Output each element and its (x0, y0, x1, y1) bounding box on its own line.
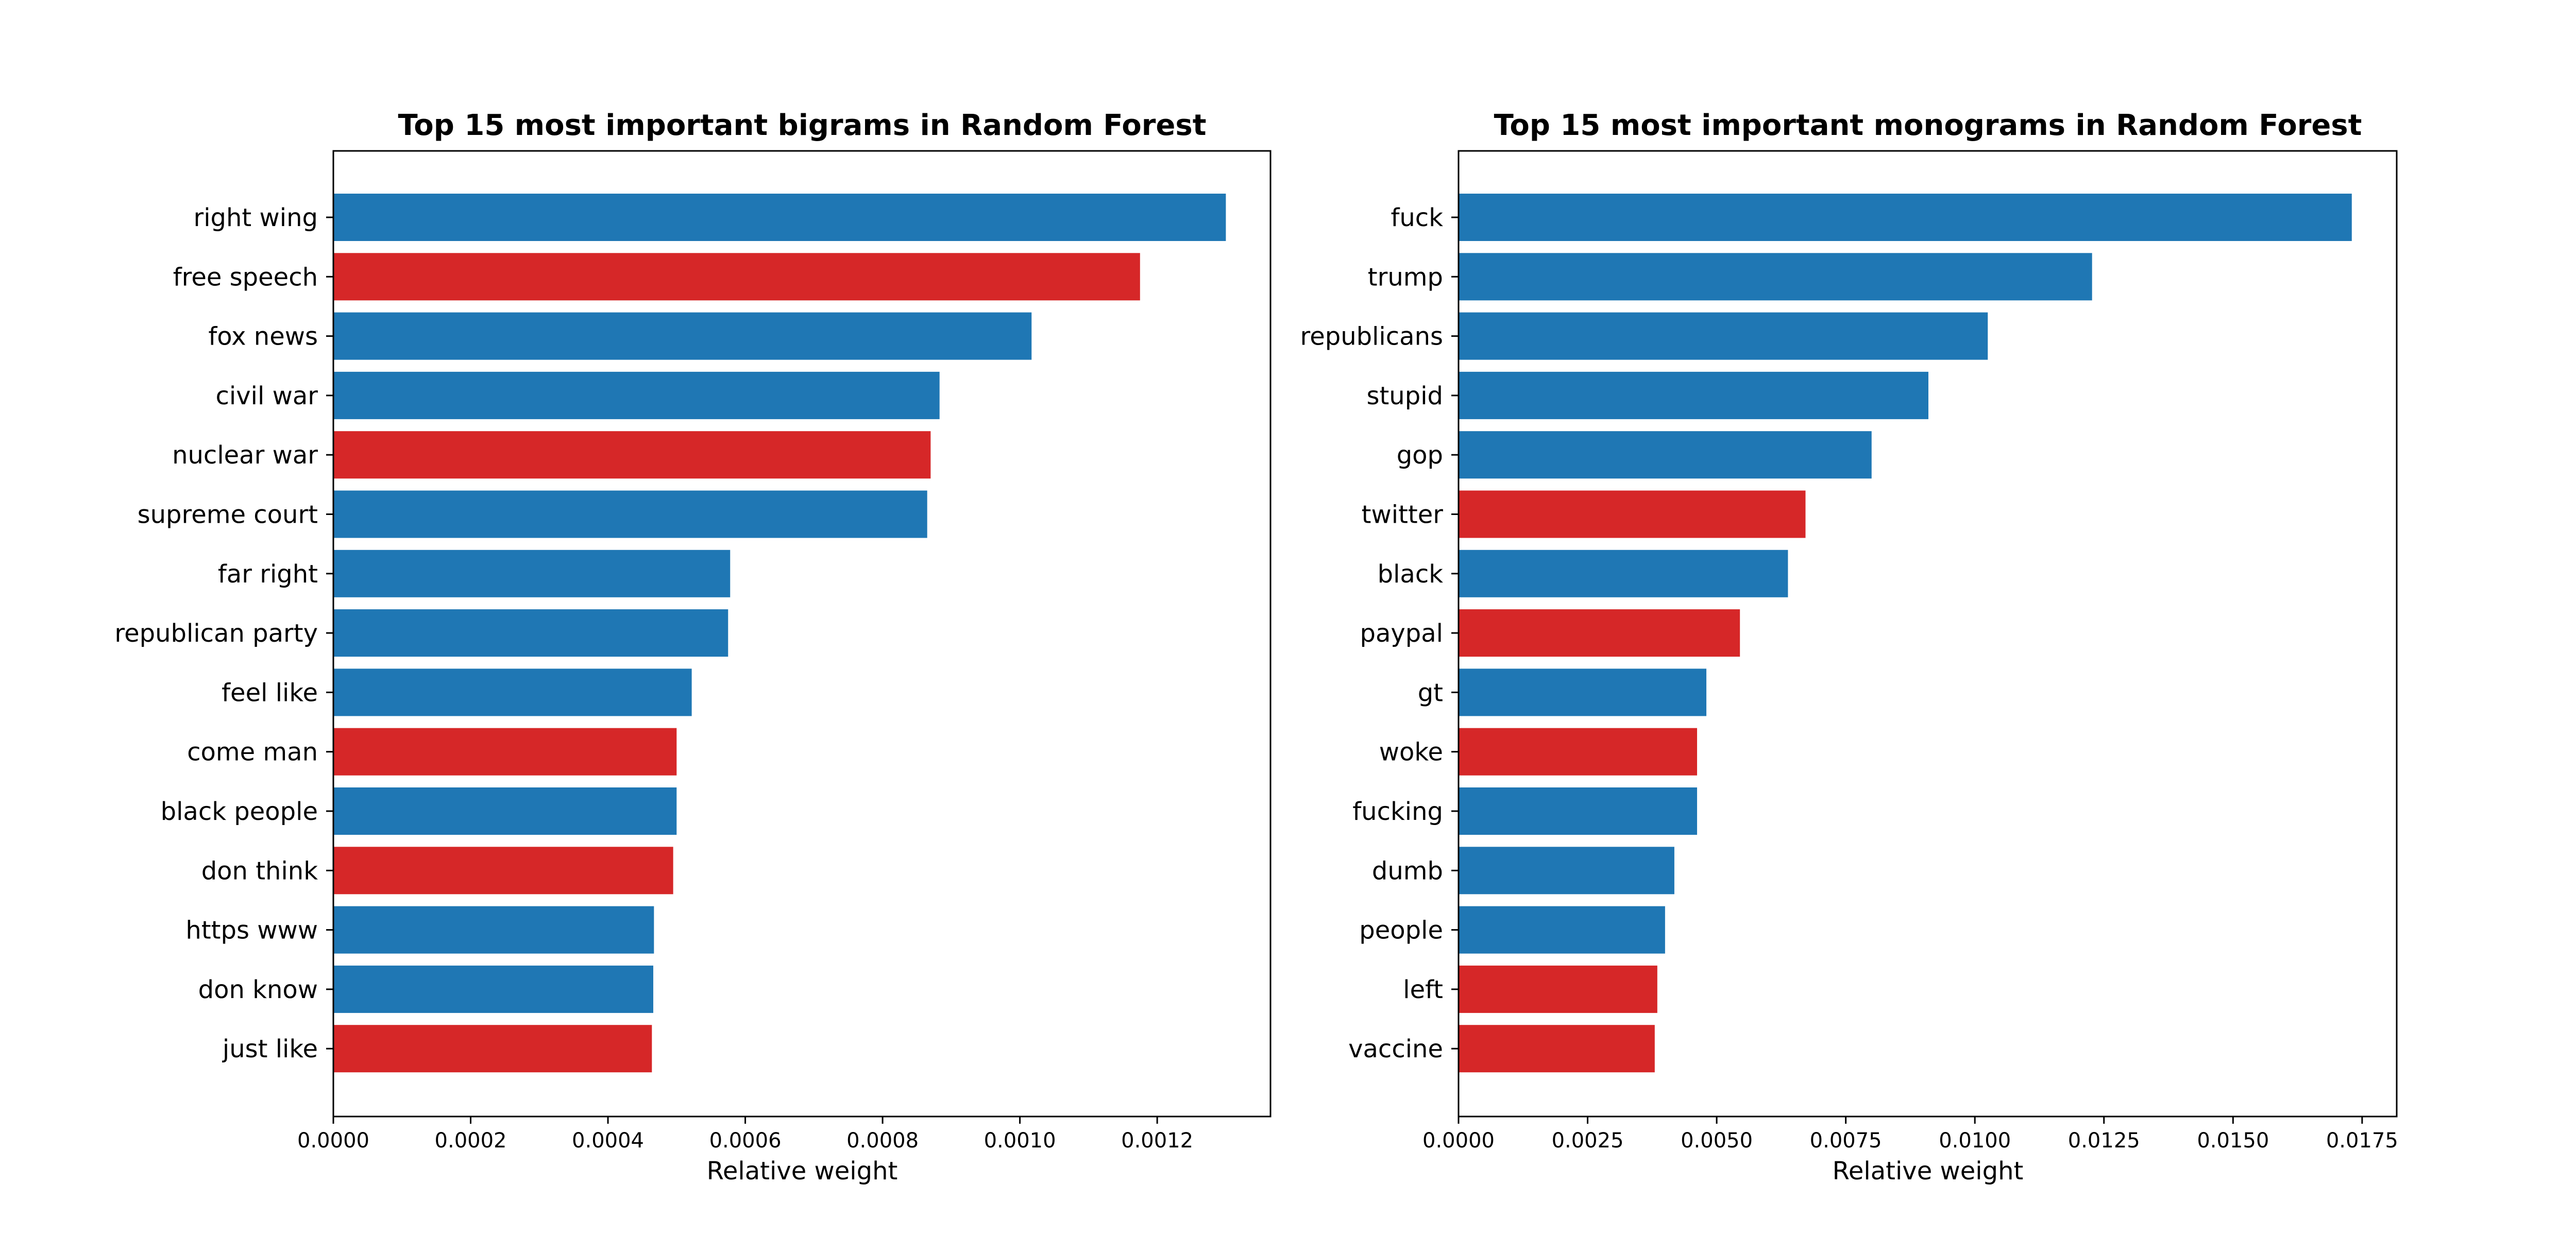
plot-frame (1458, 150, 2398, 1118)
bars-group (333, 194, 1226, 1073)
x-tick-label: 0.0002 (435, 1129, 507, 1153)
x-tick-label: 0.0125 (2068, 1129, 2140, 1153)
category-label: fox news (208, 322, 318, 351)
bar (333, 787, 677, 835)
bar (1459, 431, 1872, 479)
bar (1459, 609, 1740, 657)
bar (1459, 312, 1988, 360)
category-label: come man (187, 738, 318, 767)
x-tick-label: 0.0025 (1552, 1129, 1624, 1153)
bar (1459, 371, 1929, 419)
category-label: right wing (193, 203, 318, 232)
x-tick-label: 0.0010 (984, 1129, 1056, 1153)
bar (1459, 550, 1788, 597)
bar (1459, 787, 1698, 835)
monograms-chart: Top 15 most important monograms in Rando… (1300, 109, 2398, 1186)
bar (333, 371, 940, 419)
chart-title: Top 15 most important monograms in Rando… (1494, 109, 2362, 142)
category-label: woke (1379, 738, 1443, 767)
category-label: civil war (216, 382, 318, 410)
category-label: gt (1418, 678, 1443, 707)
category-label: nuclear war (172, 441, 318, 470)
category-label: feel like (222, 678, 318, 707)
category-label: twitter (1362, 501, 1444, 529)
x-tick-label: 0.0000 (297, 1129, 369, 1153)
bar (333, 490, 927, 538)
chart-title: Top 15 most important bigrams in Random … (398, 109, 1207, 142)
plot-frame (332, 150, 1272, 1118)
bars-group (1459, 194, 2352, 1073)
x-axis-label: Relative weight (1833, 1157, 2024, 1186)
bar (333, 609, 728, 657)
x-tick-label: 0.0175 (2326, 1129, 2398, 1153)
category-label: don think (201, 856, 318, 885)
bar (333, 1025, 652, 1073)
x-tick-label: 0.0100 (1939, 1129, 2011, 1153)
bar (1459, 668, 1707, 716)
bar (333, 668, 692, 716)
bar (1459, 1025, 1655, 1073)
category-label: gop (1397, 441, 1443, 470)
x-tick-label: 0.0150 (2197, 1129, 2269, 1153)
x-tick-label: 0.0075 (1810, 1129, 1882, 1153)
category-label: republicans (1300, 322, 1443, 351)
bar (333, 431, 931, 479)
x-tick-label: 0.0004 (572, 1129, 644, 1153)
category-label: dumb (1372, 856, 1443, 885)
bar (333, 194, 1226, 241)
bar (1459, 253, 2092, 301)
category-label: vaccine (1348, 1035, 1443, 1063)
bar (333, 550, 731, 597)
x-tick-label: 0.0050 (1681, 1129, 1753, 1153)
category-label: supreme court (138, 501, 318, 529)
bar (1459, 906, 1665, 954)
bar (333, 906, 654, 954)
category-label: just like (222, 1035, 318, 1063)
category-labels: right wing free speech fox news civil war nu… (114, 203, 333, 1063)
x-ticks: 0.0000 0.0002 0.0004 0.0006 0.0008 0.0010 0.00… (297, 1117, 1193, 1153)
bar (333, 965, 653, 1013)
bar (1459, 194, 2352, 241)
category-label: black (1378, 560, 1444, 589)
bar (333, 847, 673, 895)
category-label: free speech (173, 263, 318, 291)
category-label: paypal (1360, 619, 1443, 648)
category-label: stupid (1366, 382, 1443, 410)
category-label: people (1359, 916, 1443, 945)
category-label: trump (1368, 263, 1443, 291)
category-label: fuck (1391, 203, 1443, 232)
category-label: fucking (1352, 797, 1443, 826)
x-tick-label: 0.0006 (709, 1129, 782, 1153)
x-axis-label: Relative weight (707, 1157, 898, 1186)
bigrams-chart: Top 15 most important bigrams in Random … (114, 109, 1272, 1186)
category-label: https www (185, 916, 318, 945)
x-tick-label: 0.0012 (1121, 1129, 1193, 1153)
category-label: black people (161, 797, 318, 826)
category-label: far right (218, 560, 318, 589)
bar (1459, 490, 1806, 538)
bar (1459, 728, 1698, 776)
category-label: left (1403, 975, 1443, 1004)
category-label: don know (198, 975, 318, 1004)
x-tick-label: 0.0000 (1422, 1129, 1495, 1153)
category-labels: fuck trump republicans stupid gop twitter blac… (1300, 203, 1459, 1063)
bar (333, 312, 1032, 360)
bar (1459, 965, 1657, 1013)
category-label: republican party (114, 619, 318, 648)
bar (1459, 847, 1674, 895)
bar (333, 728, 677, 776)
bar (333, 253, 1140, 301)
x-tick-label: 0.0008 (846, 1129, 919, 1153)
x-ticks: 0.0000 0.0025 0.0050 0.0075 0.0100 0.0125 0.01… (1422, 1117, 2398, 1153)
